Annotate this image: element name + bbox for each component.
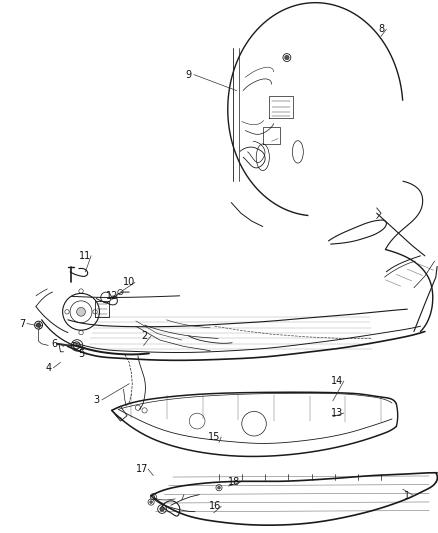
Circle shape [77, 308, 85, 316]
Circle shape [152, 496, 155, 498]
Text: 9: 9 [185, 70, 191, 79]
Text: 2: 2 [141, 331, 148, 341]
Text: 4: 4 [45, 363, 51, 373]
Text: 11: 11 [79, 251, 92, 261]
Circle shape [160, 507, 164, 511]
Text: 15: 15 [208, 432, 221, 442]
Text: 18: 18 [228, 478, 240, 487]
Circle shape [285, 55, 289, 60]
Text: 1: 1 [404, 491, 410, 500]
Text: 8: 8 [378, 25, 384, 34]
Text: 14: 14 [331, 376, 343, 386]
Text: 17: 17 [136, 464, 148, 474]
Circle shape [218, 487, 220, 489]
Text: 13: 13 [331, 408, 343, 418]
Text: 10: 10 [123, 278, 135, 287]
Text: 6: 6 [52, 339, 58, 349]
Text: 12: 12 [106, 291, 118, 301]
Text: 16: 16 [208, 502, 221, 511]
Text: 3: 3 [93, 395, 99, 405]
Text: 7: 7 [19, 319, 25, 328]
Circle shape [36, 323, 41, 327]
Text: 5: 5 [78, 350, 84, 359]
Circle shape [150, 501, 152, 503]
